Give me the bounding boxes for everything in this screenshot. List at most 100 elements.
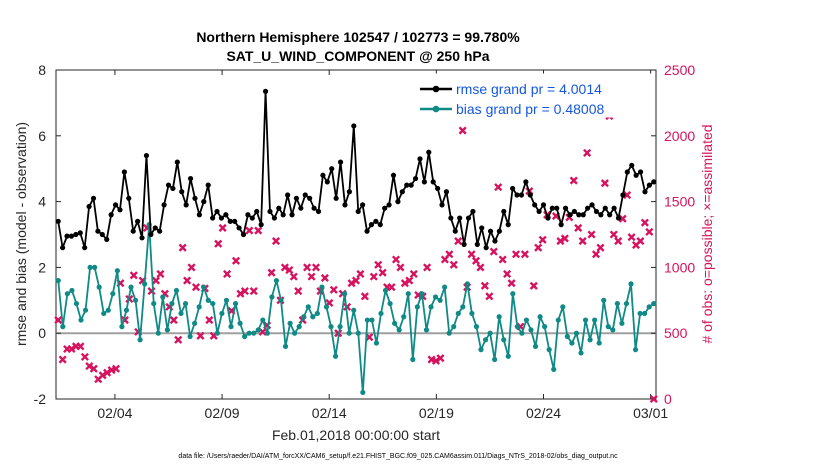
- rmse-point: [311, 205, 317, 211]
- bias-point: [242, 333, 248, 340]
- rmse-point: [324, 179, 330, 185]
- rmse-point: [492, 238, 498, 244]
- obs-assimilated-marker: [80, 352, 89, 361]
- rmse-point: [320, 172, 326, 178]
- bias-point: [410, 356, 416, 363]
- rmse-point: [514, 192, 520, 198]
- obs-assimilated-marker: [396, 263, 405, 272]
- rmse-point: [262, 88, 269, 94]
- rmse-point: [174, 159, 180, 165]
- obs-assimilated-marker: [503, 269, 512, 279]
- rmse-point: [571, 208, 577, 215]
- bias-point: [505, 353, 511, 359]
- rmse-point: [289, 212, 295, 218]
- bias-point: [60, 324, 66, 330]
- rmse-point: [90, 195, 97, 201]
- bias-point: [369, 317, 375, 323]
- y-right-tick-label: 0: [664, 391, 672, 407]
- bias-point: [392, 320, 398, 326]
- bias-point: [164, 327, 170, 333]
- bias-point: [310, 314, 316, 320]
- rmse-point: [307, 195, 313, 201]
- obs-assimilated-marker: [520, 250, 529, 259]
- bias-point: [619, 320, 625, 326]
- obs-assimilated-marker: [249, 287, 258, 296]
- rmse-point: [364, 228, 370, 234]
- bias-point: [446, 330, 452, 336]
- rmse-point: [470, 208, 476, 215]
- obs-assimilated-marker: [196, 331, 205, 340]
- obs-assimilated-marker: [538, 235, 547, 244]
- obs-assimilated-marker: [156, 269, 165, 279]
- bias-point: [532, 343, 539, 349]
- rmse-point: [249, 215, 255, 221]
- obs-assimilated-marker: [423, 263, 432, 272]
- rmse-point: [399, 189, 405, 195]
- bias-point: [332, 353, 339, 359]
- bias-point: [646, 304, 652, 310]
- obs-assimilated-marker: [409, 269, 418, 279]
- obs-assimilated-marker: [329, 285, 338, 294]
- bias-point: [78, 317, 84, 323]
- bias-point: [87, 264, 93, 270]
- obs-assimilated-marker: [529, 281, 538, 290]
- rmse-point: [474, 241, 480, 247]
- rmse-point: [487, 228, 494, 234]
- obs-assimilated-marker: [271, 237, 281, 246]
- bias-point: [278, 297, 284, 303]
- bias-point: [537, 314, 543, 320]
- bias-point: [519, 330, 525, 336]
- obs-assimilated-marker: [54, 315, 63, 325]
- bias-point: [351, 307, 357, 313]
- rmse-point: [108, 212, 114, 218]
- bias-point: [596, 340, 602, 346]
- obs-assimilated-marker: [218, 223, 227, 232]
- obs-assimilated-marker: [254, 226, 263, 235]
- bias-point: [296, 324, 302, 330]
- rmse-point: [245, 212, 251, 218]
- obs-assimilated-marker: [294, 287, 303, 296]
- rmse-point: [637, 169, 644, 175]
- bias-point: [264, 330, 270, 336]
- rmse-point: [329, 166, 335, 172]
- bias-point: [437, 297, 443, 303]
- bias-point: [173, 287, 180, 294]
- rmse-point: [236, 225, 242, 231]
- obs-assimilated-marker: [431, 356, 441, 365]
- bias-point: [292, 330, 298, 336]
- rmse-point: [624, 169, 630, 175]
- y-tick-label: 0: [38, 325, 46, 341]
- rmse-point: [337, 159, 344, 165]
- bias-point: [287, 320, 293, 326]
- bias-point: [342, 291, 348, 297]
- obs-assimilated-marker: [356, 269, 365, 279]
- bias-point: [337, 324, 343, 330]
- obs-assimilated-marker: [449, 260, 458, 269]
- x-tick-label: 02/09: [205, 405, 240, 421]
- bias-point: [642, 310, 648, 317]
- rmse-point: [421, 179, 427, 185]
- bias-point: [237, 320, 243, 326]
- rmse-point: [545, 215, 551, 221]
- bias-point: [105, 307, 111, 313]
- rmse-point: [479, 225, 485, 231]
- bias-point: [92, 264, 98, 270]
- bias-point: [69, 287, 75, 294]
- rmse-point: [452, 228, 458, 234]
- obs-assimilated-marker: [174, 335, 183, 344]
- bias-point: [601, 297, 607, 303]
- obs-assimilated-marker: [58, 355, 67, 364]
- rmse-point: [377, 222, 383, 228]
- obs-assimilated-marker: [303, 263, 312, 272]
- obs-assimilated-marker: [480, 281, 489, 290]
- obs-assimilated-marker: [476, 263, 485, 272]
- obs-assimilated-marker: [169, 315, 178, 325]
- rmse-point: [293, 195, 300, 201]
- rmse-point: [135, 218, 141, 224]
- bias-point: [82, 307, 89, 313]
- rmse-point: [143, 152, 150, 159]
- obs-assimilated-marker: [498, 255, 507, 264]
- rmse-point: [152, 225, 158, 231]
- rmse-point: [448, 215, 454, 221]
- rmse-point: [73, 231, 79, 238]
